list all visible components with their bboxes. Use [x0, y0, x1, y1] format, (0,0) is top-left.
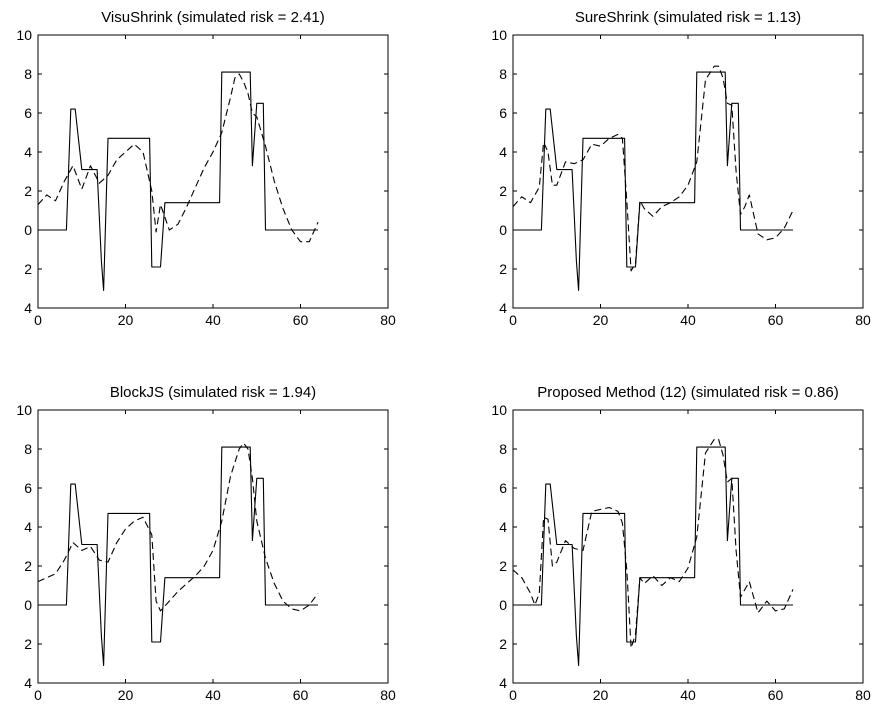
x-tick-label: 20 [118, 687, 134, 703]
estimate-series-line [37, 442, 319, 612]
y-tick-label: 0 [499, 597, 507, 613]
y-tick-label: 6 [499, 105, 507, 121]
chart-title: SureShrink (simulated risk = 1.13) [575, 9, 801, 26]
y-tick-label: 2 [499, 183, 507, 199]
y-tick-label: 2 [24, 636, 32, 652]
true-signal-series-line [513, 446, 793, 667]
x-tick-label: 80 [855, 687, 871, 703]
y-tick-label: 4 [24, 675, 32, 691]
y-tick-label: 4 [499, 300, 507, 316]
y-tick-label: 2 [499, 261, 507, 277]
y-tick-label: 4 [24, 144, 32, 160]
x-tick-label: 40 [680, 687, 696, 703]
x-tick-label: 60 [293, 312, 309, 328]
y-tick-label: 8 [24, 66, 32, 82]
chart-panel-2: SureShrink (simulated risk = 1.13)0 20 40 6… [491, 9, 871, 328]
chart-title: VisuShrink (simulated risk = 2.41) [101, 9, 325, 26]
chart-title: Proposed Method (12) (simulated risk = 0… [537, 384, 838, 401]
x-tick-label: 60 [768, 312, 784, 328]
y-tick-label: 6 [24, 480, 32, 496]
x-tick-label: 0 [509, 312, 517, 328]
x-tick-label: 60 [768, 687, 784, 703]
y-tick-label: 2 [24, 183, 32, 199]
y-tick-label: 4 [499, 519, 507, 535]
y-tick-label: 0 [24, 597, 32, 613]
true-signal-series-line [38, 446, 318, 667]
x-tick-label: 80 [380, 312, 396, 328]
estimate-series-line [37, 73, 319, 243]
estimate-series-line [512, 438, 794, 649]
y-tick-label: 4 [499, 144, 507, 160]
y-tick-label: 8 [499, 441, 507, 457]
y-tick-label: 2 [499, 558, 507, 574]
y-tick-label: 2 [499, 636, 507, 652]
y-tick-label: 10 [491, 402, 507, 418]
y-tick-label: 10 [16, 402, 32, 418]
true-signal-series-line [513, 71, 793, 291]
x-tick-label: 0 [34, 312, 42, 328]
y-tick-label: 2 [24, 558, 32, 574]
x-tick-label: 80 [380, 687, 396, 703]
plot-frame [512, 34, 864, 309]
x-tick-label: 40 [205, 312, 221, 328]
y-tick-label: 2 [24, 261, 32, 277]
plot-frame [512, 409, 864, 684]
x-tick-label: 80 [855, 312, 871, 328]
estimate-series-line [512, 65, 794, 272]
y-tick-label: 4 [499, 675, 507, 691]
x-tick-label: 40 [205, 687, 221, 703]
x-tick-label: 20 [118, 312, 134, 328]
x-tick-label: 0 [34, 687, 42, 703]
y-tick-label: 8 [499, 66, 507, 82]
x-tick-label: 0 [509, 687, 517, 703]
y-tick-label: 6 [24, 105, 32, 121]
y-tick-label: 0 [499, 222, 507, 238]
x-tick-label: 20 [593, 687, 609, 703]
chart-panel-4: Proposed Method (12) (simulated risk = 0… [491, 384, 871, 703]
chart-title: BlockJS (simulated risk = 1.94) [110, 384, 316, 401]
y-tick-label: 10 [16, 27, 32, 43]
plot-frame [37, 34, 389, 309]
y-tick-label: 4 [24, 300, 32, 316]
x-tick-label: 60 [293, 687, 309, 703]
y-tick-label: 4 [24, 519, 32, 535]
chart-panel-1: VisuShrink (simulated risk = 2.41)0 20 40 6… [16, 9, 396, 328]
x-tick-label: 40 [680, 312, 696, 328]
y-tick-label: 6 [499, 480, 507, 496]
y-tick-label: 8 [24, 441, 32, 457]
x-tick-label: 20 [593, 312, 609, 328]
y-tick-label: 10 [491, 27, 507, 43]
y-tick-label: 0 [24, 222, 32, 238]
chart-panel-3: BlockJS (simulated risk = 1.94)0 20 40 60 80… [16, 384, 396, 703]
true-signal-series-line [38, 71, 318, 291]
plot-frame [37, 409, 389, 684]
